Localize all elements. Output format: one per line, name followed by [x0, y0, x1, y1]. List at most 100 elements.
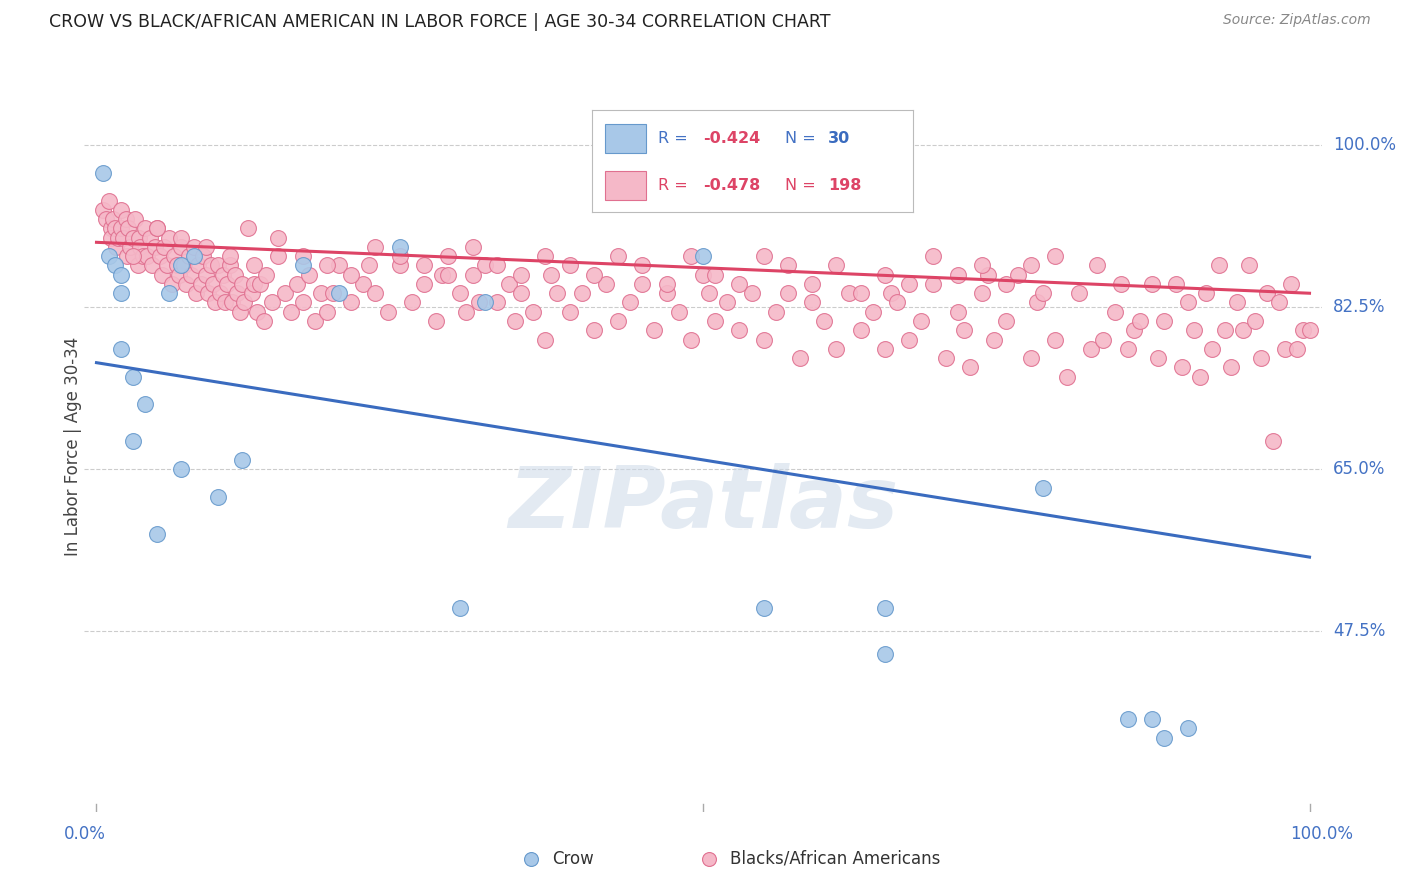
Point: [1043, 333, 1066, 347]
Point: [862, 304, 884, 318]
Point: [150, 268, 173, 282]
Point: [122, 230, 145, 244]
Point: [898, 333, 921, 347]
Point: [474, 295, 496, 310]
Point: [226, 286, 249, 301]
Point: [873, 648, 896, 662]
Point: [122, 369, 145, 384]
Point: [231, 277, 253, 291]
Point: [170, 259, 193, 273]
Text: 100.0%: 100.0%: [1291, 825, 1353, 843]
Point: [1019, 351, 1042, 365]
Point: [120, 240, 142, 254]
Point: [177, 249, 200, 263]
Point: [139, 230, 162, 244]
Point: [801, 295, 824, 310]
Point: [1189, 369, 1212, 384]
Point: [170, 240, 193, 254]
Point: [752, 601, 775, 615]
Point: [1032, 481, 1054, 495]
Point: [776, 286, 799, 301]
Point: [153, 240, 176, 254]
Text: CROW VS BLACK/AFRICAN AMERICAN IN LABOR FORCE | AGE 30-34 CORRELATION CHART: CROW VS BLACK/AFRICAN AMERICAN IN LABOR …: [49, 13, 831, 31]
Point: [607, 314, 630, 328]
Point: [801, 277, 824, 291]
Point: [262, 295, 284, 310]
Point: [697, 286, 720, 301]
Text: 198: 198: [828, 178, 862, 193]
Point: [474, 259, 496, 273]
Point: [96, 212, 118, 227]
Point: [214, 295, 236, 310]
Text: R =: R =: [658, 178, 693, 193]
Point: [219, 249, 242, 263]
Text: 47.5%: 47.5%: [1333, 623, 1385, 640]
Point: [249, 277, 271, 291]
Point: [243, 277, 266, 291]
Point: [1279, 277, 1302, 291]
Point: [117, 221, 139, 235]
Point: [485, 259, 508, 273]
Point: [136, 249, 159, 263]
Point: [631, 259, 654, 273]
Point: [224, 268, 246, 282]
Point: [1067, 286, 1090, 301]
Point: [1116, 712, 1139, 726]
Point: [122, 434, 145, 449]
Point: [304, 314, 326, 328]
Point: [134, 397, 156, 411]
Point: [110, 221, 132, 235]
Point: [467, 295, 489, 310]
Point: [1237, 259, 1260, 273]
Point: [498, 277, 520, 291]
Point: [173, 259, 195, 273]
Point: [728, 323, 751, 337]
Point: [534, 249, 557, 263]
Point: [129, 240, 152, 254]
Point: [1043, 249, 1066, 263]
Text: 65.0%: 65.0%: [1333, 460, 1385, 478]
Point: [103, 212, 125, 227]
Text: 30: 30: [828, 131, 851, 145]
Point: [97, 194, 120, 208]
Point: [157, 230, 180, 244]
Point: [170, 230, 193, 244]
Point: [364, 240, 387, 254]
Point: [316, 304, 339, 318]
Point: [1153, 731, 1175, 745]
Point: [219, 259, 242, 273]
Point: [619, 295, 641, 310]
Point: [704, 314, 727, 328]
Point: [328, 286, 350, 301]
Point: [977, 268, 1000, 282]
Point: [309, 286, 332, 301]
Point: [520, 851, 543, 865]
Point: [1292, 323, 1315, 337]
Point: [209, 286, 232, 301]
Point: [449, 601, 471, 615]
Point: [1025, 295, 1047, 310]
Point: [243, 259, 266, 273]
Point: [413, 259, 436, 273]
Y-axis label: In Labor Force | Age 30-34: In Labor Force | Age 30-34: [65, 336, 82, 556]
Text: Blacks/African Americans: Blacks/African Americans: [730, 849, 941, 868]
Point: [141, 259, 163, 273]
Point: [873, 342, 896, 356]
Point: [1164, 277, 1187, 291]
Point: [200, 259, 222, 273]
Point: [267, 230, 290, 244]
Point: [1201, 342, 1223, 356]
Point: [995, 277, 1018, 291]
Text: 100.0%: 100.0%: [1333, 136, 1396, 154]
Point: [1056, 369, 1078, 384]
FancyBboxPatch shape: [605, 124, 647, 153]
Text: 0.0%: 0.0%: [63, 825, 105, 843]
FancyBboxPatch shape: [605, 171, 647, 200]
Point: [704, 268, 727, 282]
Point: [233, 295, 256, 310]
Point: [197, 286, 219, 301]
Point: [236, 221, 259, 235]
Point: [131, 249, 153, 263]
Point: [1085, 259, 1108, 273]
Point: [571, 286, 593, 301]
